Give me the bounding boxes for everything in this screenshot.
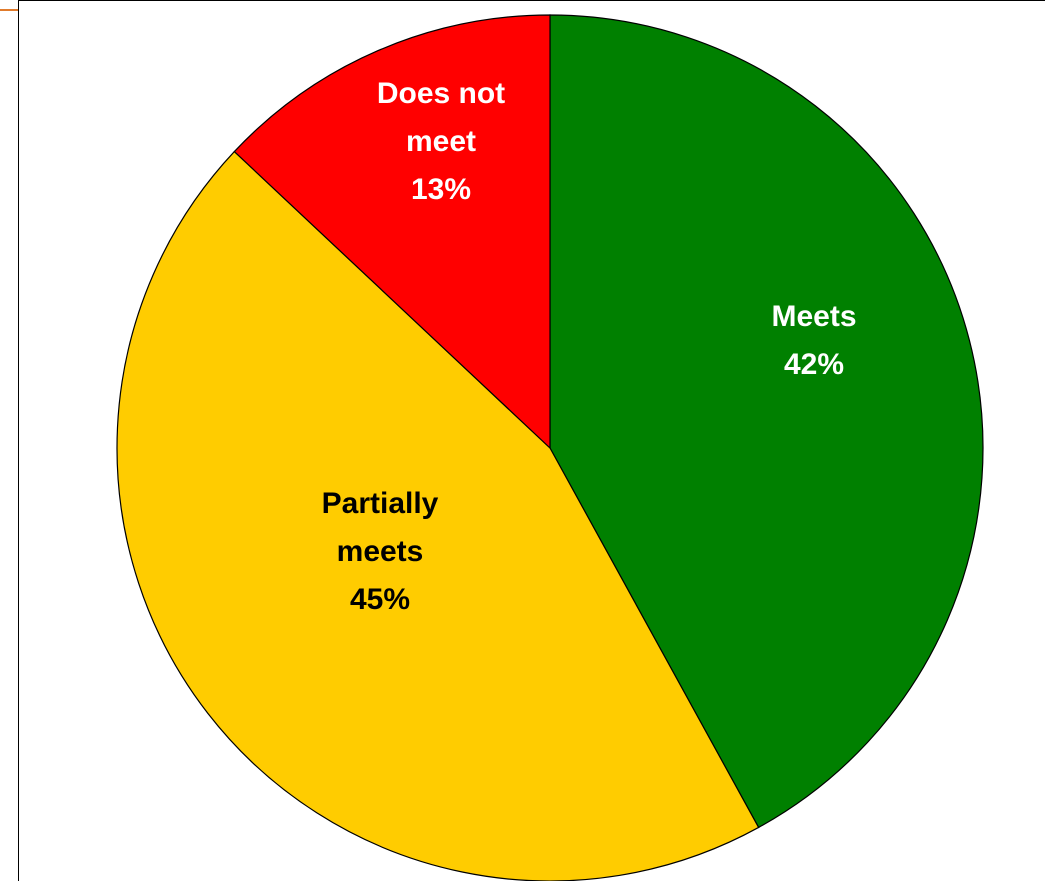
chart-frame [18, 0, 1045, 881]
slice-value-label: 45% [350, 583, 410, 616]
accent-line [0, 9, 18, 11]
pie-slice-partially-meets [116, 150, 760, 881]
slice-name-label: Does not [377, 77, 505, 110]
slice-name-label: Meets [771, 300, 856, 333]
pie-slice-label: Partially meets 45% [322, 487, 439, 616]
pie-slice-meets [549, 14, 984, 829]
slice-value-label: 42% [784, 348, 844, 381]
slice-name-label: Partially [322, 487, 439, 520]
slice-value-label: 13% [411, 173, 471, 206]
pie-slice-label: Meets 42% [771, 300, 856, 381]
slice-name-label: meets [337, 535, 424, 568]
pie-slices [116, 14, 984, 881]
slice-name-label: meet [406, 125, 476, 158]
pie-slice-label: Does not meet 13% [377, 77, 505, 206]
pie-labels: Meets 42% Partially meets 45% Does not meet 13% [322, 77, 857, 616]
pie-slice-does-not-meet [233, 14, 551, 450]
